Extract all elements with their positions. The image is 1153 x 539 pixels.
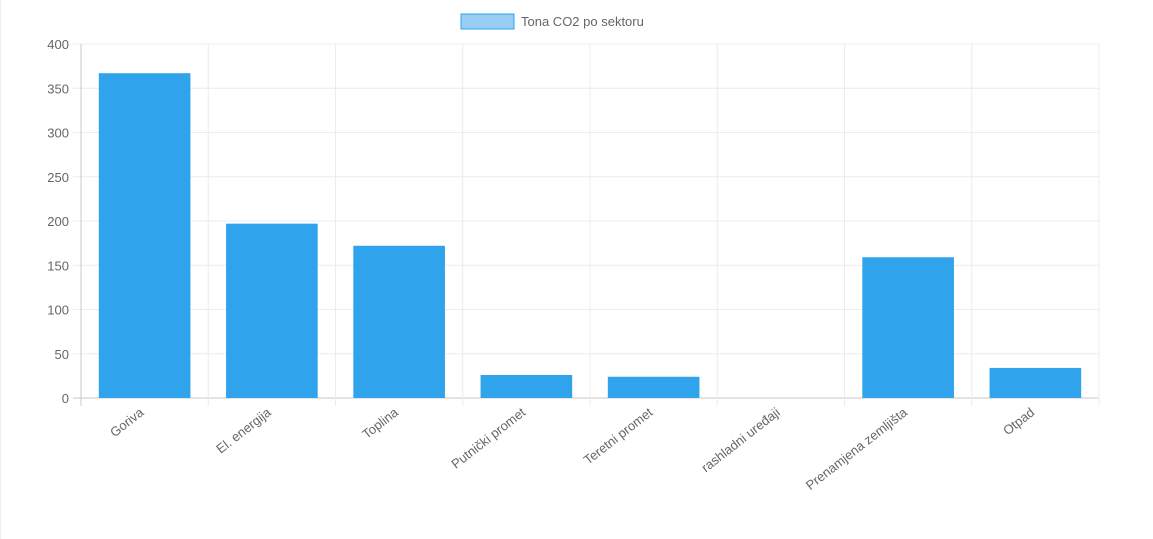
- bar[interactable]: [862, 257, 954, 398]
- bar[interactable]: [480, 374, 573, 398]
- bar[interactable]: [226, 223, 318, 398]
- x-tick-label: Teretni promet: [581, 404, 656, 467]
- y-tick-label: 300: [47, 126, 69, 141]
- x-axis-ticks: Goriva El. energija Toplina Putnički promet…: [107, 404, 1037, 493]
- bar[interactable]: [353, 245, 445, 398]
- y-tick-label: 0: [62, 391, 69, 406]
- y-tick-label: 50: [55, 347, 69, 362]
- y-tick-label: 400: [47, 37, 69, 52]
- bar[interactable]: [607, 376, 700, 398]
- x-tick-label: Otpad: [1000, 405, 1037, 439]
- bar[interactable]: [98, 73, 191, 398]
- x-tick-label: Prenamjena zemljišta: [803, 404, 911, 493]
- bar[interactable]: [989, 367, 1082, 398]
- x-tick-label: rashladni uređaji: [698, 404, 782, 475]
- legend-label[interactable]: Tona CO2 po sektoru: [521, 14, 644, 29]
- y-tick-label: 200: [47, 214, 69, 229]
- y-axis-ticks: 0 50 100 150 200 250 300 350 400: [47, 37, 69, 406]
- y-tick-label: 250: [47, 170, 69, 185]
- legend[interactable]: Tona CO2 po sektoru: [460, 13, 644, 30]
- x-tick-label: Toplina: [359, 404, 401, 442]
- bars: [98, 73, 1082, 398]
- y-tick-label: 150: [47, 258, 69, 273]
- y-tick-label: 350: [47, 81, 69, 96]
- x-tick-label: Goriva: [107, 404, 147, 440]
- legend-swatch[interactable]: [460, 13, 515, 30]
- grid-lines: [73, 43, 1100, 406]
- x-tick-label: Putnički promet: [448, 404, 528, 471]
- y-tick-label: 100: [47, 303, 69, 318]
- x-tick-label: El. energija: [213, 404, 274, 456]
